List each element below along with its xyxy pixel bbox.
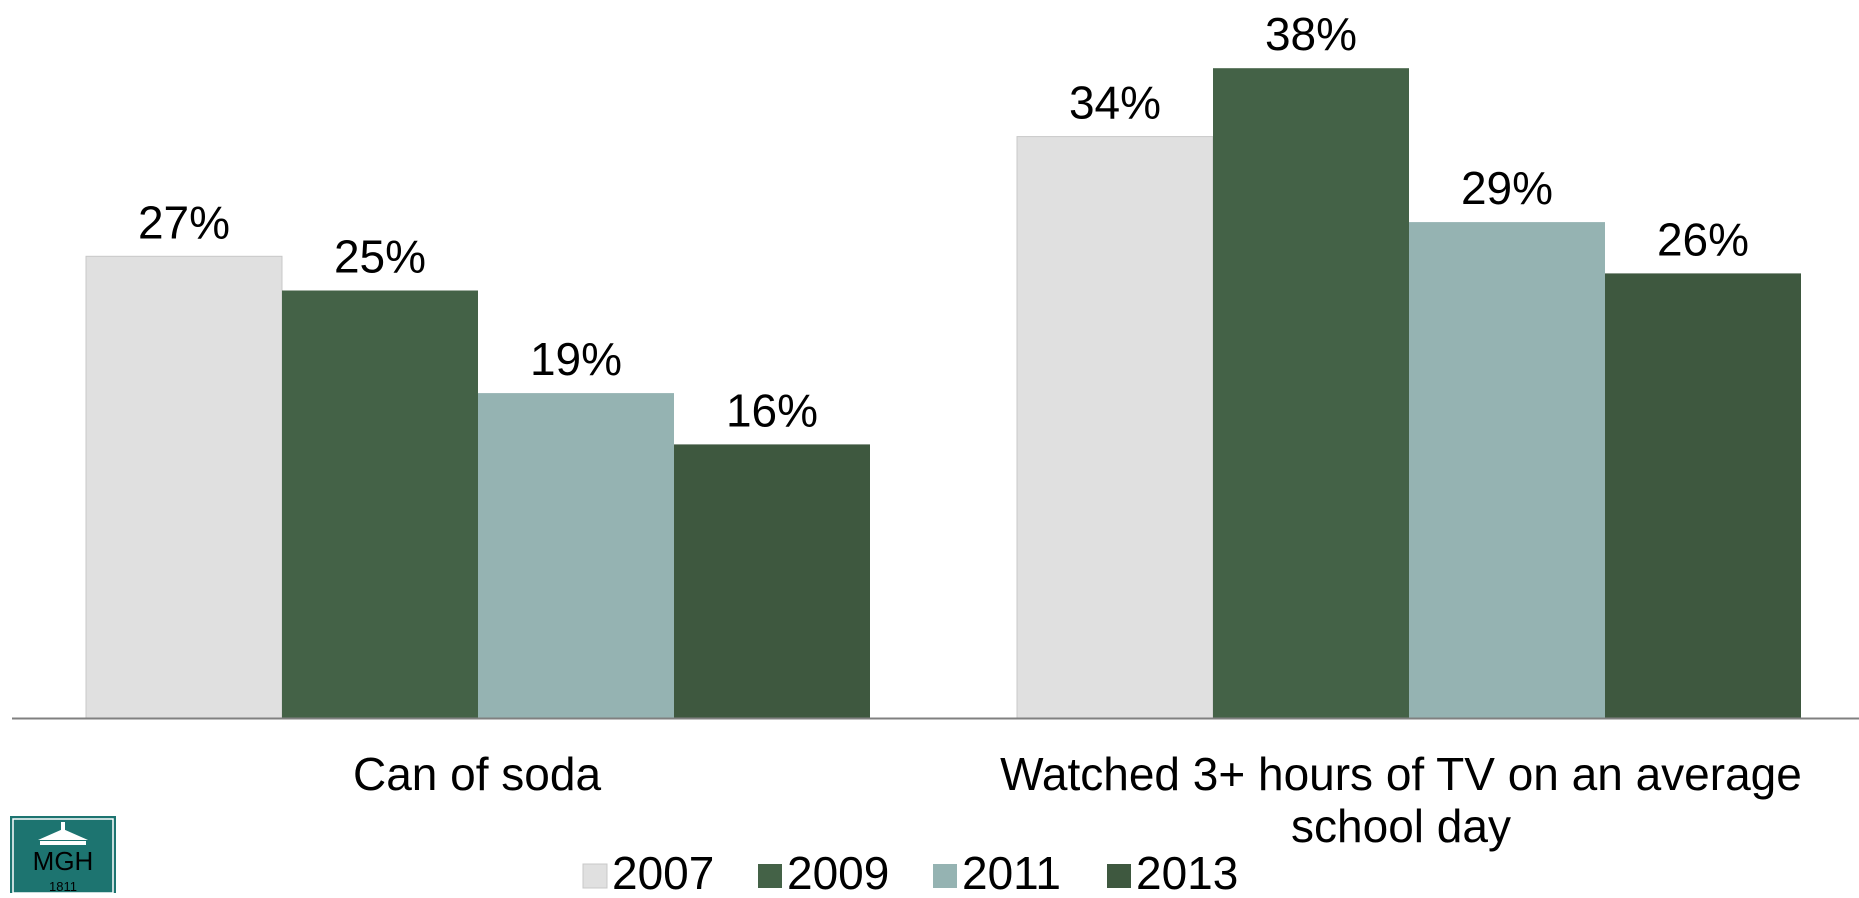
category-label: Watched 3+ hours of TV on an average: [1000, 748, 1802, 800]
legend-swatch-2007: [582, 863, 608, 889]
value-label-2009-tv: 38%: [1265, 8, 1357, 60]
value-label-2013-soda: 16%: [726, 384, 818, 436]
legend-swatch-2011: [933, 864, 957, 888]
value-label-2007-soda: 27%: [138, 196, 230, 248]
bar-2009-tv: [1213, 68, 1409, 718]
svg-text:1811: 1811: [49, 879, 77, 893]
bar-2009-soda: [282, 290, 478, 718]
legend-label-2009: 2009: [787, 847, 889, 893]
legend-label-2011: 2011: [962, 847, 1061, 893]
value-label-2009-soda: 25%: [334, 231, 426, 283]
value-label-2011-soda: 19%: [530, 333, 622, 385]
category-label: Can of soda: [353, 748, 601, 800]
bar-2007-tv: [1016, 136, 1214, 719]
category-labels-layer: Can of soda Watched 3+ hours of TV on an …: [353, 748, 1802, 852]
value-label-2011-tv: 29%: [1461, 162, 1553, 214]
legend-swatch-2009: [758, 864, 782, 888]
legend-label-2007: 2007: [612, 847, 714, 893]
value-label-2013-tv: 26%: [1657, 213, 1749, 265]
legend-label-2013: 2013: [1136, 847, 1238, 893]
bar-2013-soda: [674, 444, 870, 718]
bar-2013-tv: [1605, 273, 1801, 718]
bar-2007-soda: [85, 255, 283, 719]
bar-2011-soda: [478, 393, 674, 718]
bar-2011-tv: [1409, 222, 1605, 718]
legend: 2007 2009 2011 2013: [582, 847, 1238, 898]
svg-text:MGH: MGH: [33, 846, 94, 876]
value-label-2007-tv: 34%: [1069, 77, 1161, 129]
category-label: school day: [1291, 800, 1511, 852]
mgh-logo-icon: MGH 1811: [10, 816, 116, 894]
value-labels-layer: 27% 25% 19% 16% 34% 38% 29% 26%: [138, 8, 1749, 436]
mgh-logo: MGH 1811: [10, 816, 116, 894]
bars-layer: [85, 68, 1801, 719]
legend-swatch-2013: [1107, 864, 1131, 888]
